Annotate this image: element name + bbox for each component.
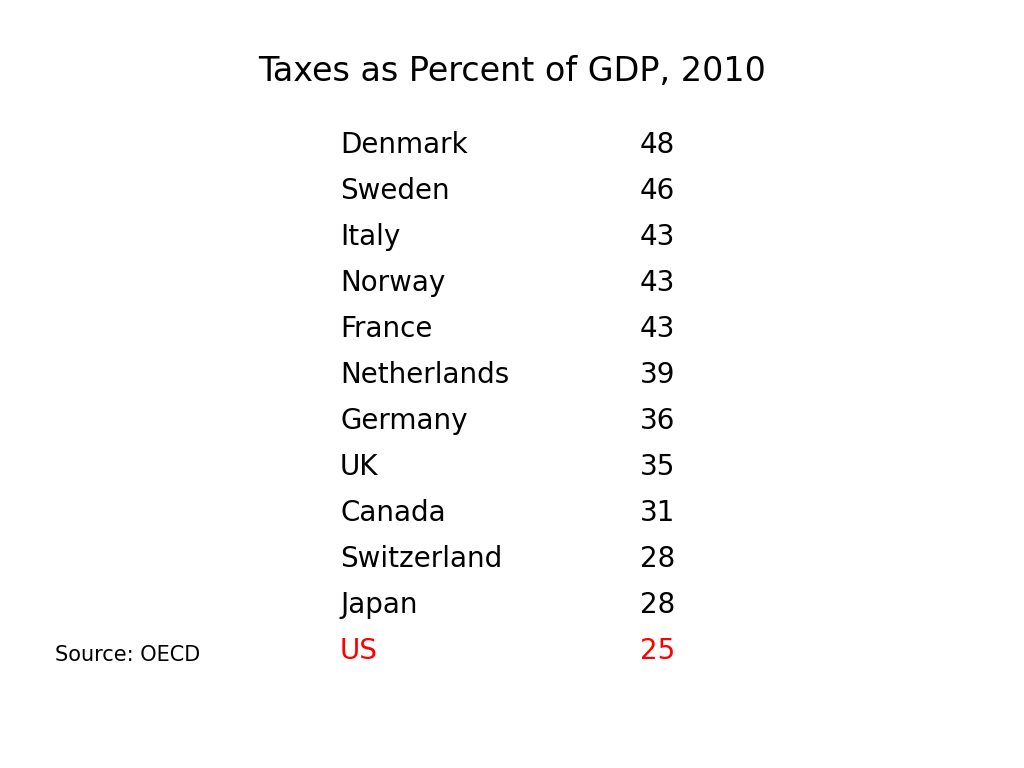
Text: Switzerland: Switzerland (340, 545, 502, 573)
Text: Japan: Japan (340, 591, 418, 619)
Text: Taxes as Percent of GDP, 2010: Taxes as Percent of GDP, 2010 (258, 55, 766, 88)
Text: Source: OECD: Source: OECD (55, 645, 201, 665)
Text: Italy: Italy (340, 223, 400, 251)
Text: 25: 25 (640, 637, 675, 665)
Text: Sweden: Sweden (340, 177, 450, 205)
Text: Canada: Canada (340, 499, 445, 527)
Text: 31: 31 (640, 499, 676, 527)
Text: US: US (340, 637, 378, 665)
Text: 28: 28 (640, 591, 675, 619)
Text: 43: 43 (640, 315, 676, 343)
Text: 46: 46 (640, 177, 675, 205)
Text: UK: UK (340, 453, 379, 481)
Text: 28: 28 (640, 545, 675, 573)
Text: Norway: Norway (340, 269, 445, 297)
Text: 48: 48 (640, 131, 675, 159)
Text: Denmark: Denmark (340, 131, 468, 159)
Text: 35: 35 (640, 453, 676, 481)
Text: 43: 43 (640, 269, 676, 297)
Text: 43: 43 (640, 223, 676, 251)
Text: France: France (340, 315, 432, 343)
Text: Germany: Germany (340, 407, 468, 435)
Text: 36: 36 (640, 407, 676, 435)
Text: 39: 39 (640, 361, 676, 389)
Text: Netherlands: Netherlands (340, 361, 509, 389)
